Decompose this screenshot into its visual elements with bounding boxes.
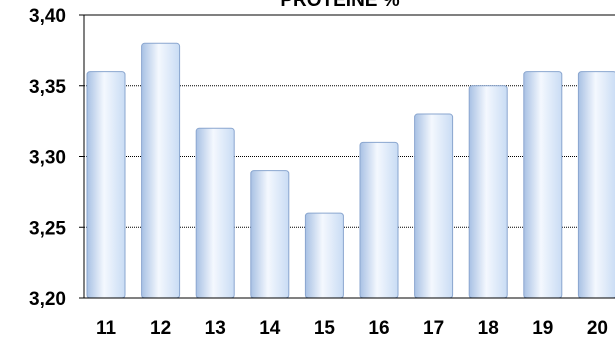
- x-tick-labels: 11 12 13 14 15 16 17 18 19 20: [96, 318, 608, 339]
- y-tick-label: 3,25: [29, 218, 66, 239]
- x-tick-label: 16: [368, 318, 389, 339]
- y-tick-label: 3,30: [29, 148, 66, 169]
- x-tick-label: 20: [587, 318, 608, 339]
- x-tick-label: 19: [532, 318, 553, 339]
- x-tick-label: 18: [478, 318, 499, 339]
- bar-17: [414, 113, 454, 299]
- y-tick-labels: 3,20 3,25 3,30 3,35 3,40: [29, 6, 84, 310]
- bar-11: [86, 71, 126, 299]
- bar-20: [577, 71, 615, 299]
- bar-18: [468, 85, 508, 299]
- bar-13: [195, 127, 235, 299]
- bar-14: [250, 170, 290, 299]
- bar-12: [141, 42, 181, 299]
- x-tick-label: 14: [259, 318, 281, 339]
- bar-15: [304, 212, 344, 299]
- bar-16: [359, 141, 399, 299]
- y-tick-label: 3,35: [29, 77, 66, 98]
- x-tick-label: 11: [96, 318, 117, 339]
- bar-19: [523, 71, 563, 299]
- x-tick-label: 13: [205, 318, 226, 339]
- chart-title: PROTEINE %: [280, 0, 399, 11]
- x-tick-label: 15: [314, 318, 336, 339]
- x-tick-label: 17: [423, 318, 444, 339]
- bars: [86, 42, 615, 299]
- x-tick-label: 12: [150, 318, 171, 339]
- y-tick-label: 3,40: [29, 6, 66, 27]
- y-tick-label: 3,20: [29, 289, 66, 310]
